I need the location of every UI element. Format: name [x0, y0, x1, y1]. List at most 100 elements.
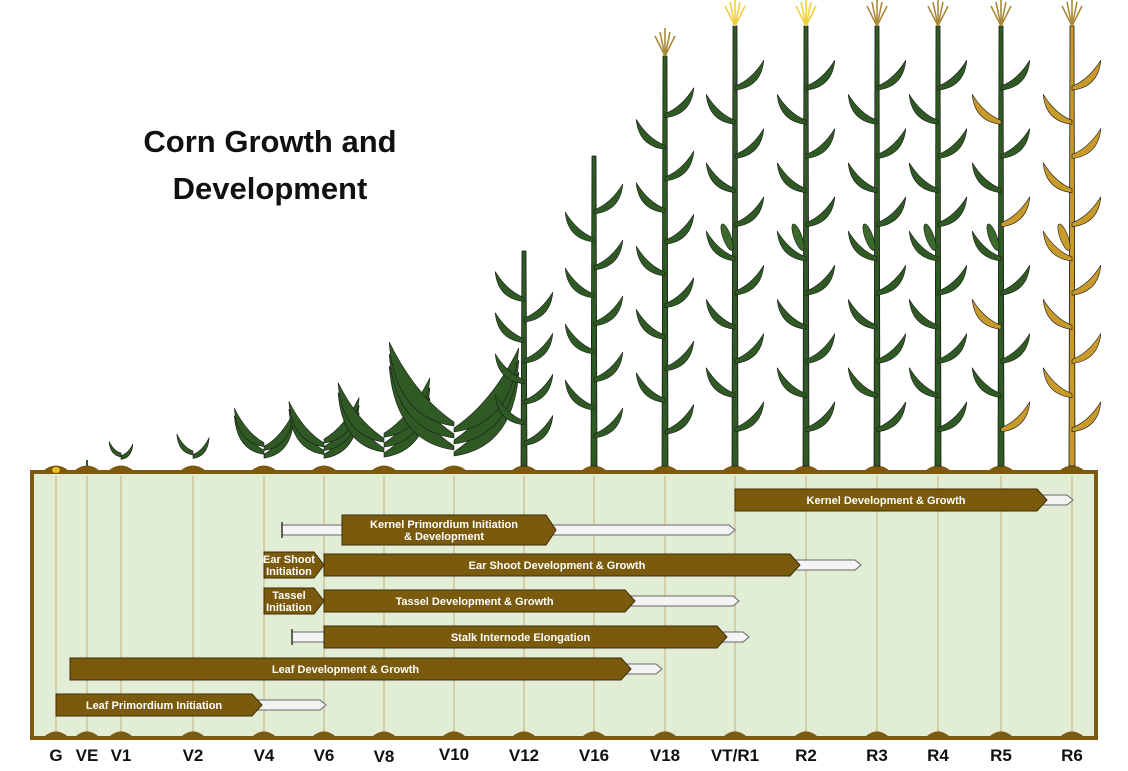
stage-label-r3: R3 [866, 746, 888, 765]
stage-label-v16: V16 [579, 746, 609, 765]
ear-icon [791, 223, 805, 251]
process-bar [263, 551, 325, 579]
tassel-icon [927, 5, 939, 27]
stalk-icon [590, 155, 598, 467]
process-bar [263, 587, 325, 615]
leaf-icon [847, 367, 878, 399]
leaf-icon [337, 382, 385, 443]
tassel-icon [1061, 5, 1073, 27]
leaf-icon [1042, 230, 1073, 262]
leaf-icon [734, 333, 765, 364]
leaf-icon [635, 309, 666, 340]
process-bar [323, 625, 728, 649]
plant-r4 [908, 0, 968, 467]
leaf-icon [908, 94, 939, 125]
leaf-icon [937, 265, 968, 296]
stage-label-v8: V8 [374, 747, 395, 766]
leaf-icon [494, 353, 525, 385]
stage-label-v2: V2 [183, 746, 204, 765]
leaf-icon [192, 437, 210, 459]
leaf-icon [1071, 333, 1102, 364]
leaf-icon [908, 162, 939, 194]
leaf-icon [120, 443, 134, 460]
leaf-icon [876, 60, 907, 91]
tassel-icon [664, 31, 671, 57]
leaf-icon [705, 94, 736, 125]
tail-arrow [795, 559, 862, 571]
leaf-icon [494, 271, 525, 302]
tail-arrow [551, 524, 736, 536]
stage-label-ve: VE [76, 746, 99, 765]
leaf-icon [523, 291, 554, 323]
tassel-icon [729, 1, 736, 27]
leaf-icon [593, 295, 624, 327]
ear-icon [986, 223, 1000, 251]
leaf-icon [776, 299, 807, 330]
leaf-icon [453, 347, 520, 433]
process-bar [323, 589, 636, 613]
leaf-icon [108, 441, 122, 458]
tassel-icon [866, 5, 878, 27]
tassel-icon [871, 1, 878, 27]
stage-label-v6: V6 [314, 746, 335, 765]
leaf-icon [776, 162, 807, 194]
leaf-icon [971, 162, 1002, 194]
process-bar [69, 657, 632, 681]
leaf-icon [937, 401, 968, 433]
leaf-icon [523, 415, 554, 446]
process-label: Leaf Development & Growth [272, 664, 420, 676]
leaf-icon [664, 404, 695, 435]
leaf-icon [564, 323, 595, 355]
leaf-icon [388, 341, 455, 427]
leaf-icon [234, 407, 265, 447]
leaf-icon [494, 394, 525, 426]
soil-bottom [32, 731, 1096, 740]
leaf-icon [805, 401, 836, 433]
stage-label-vt-r1: VT/R1 [711, 746, 759, 765]
leaf-icon [494, 312, 525, 344]
leaf-icon [234, 415, 265, 455]
leaf-icon [776, 230, 807, 262]
tail-arrow [630, 595, 740, 607]
stage-label-v18: V18 [650, 746, 680, 765]
leaf-icon [847, 299, 878, 330]
leaf-icon [593, 183, 624, 215]
stage-label-r4: R4 [927, 746, 949, 765]
process-label: Leaf Primordium Initiation [86, 700, 223, 712]
stage-label-r2: R2 [795, 746, 817, 765]
stalk-icon [997, 25, 1005, 467]
leaf-icon [1000, 196, 1031, 228]
leaf-icon [523, 374, 554, 405]
leaf-icon [971, 230, 1002, 262]
leaf-icon [1000, 333, 1031, 364]
process-kernel-primordium: Kernel Primordium Initiation& Developmen… [281, 514, 736, 546]
tassel-icon [664, 35, 676, 57]
plant-v4 [234, 407, 294, 459]
leaf-icon [1000, 60, 1031, 91]
leaf-icon [564, 267, 595, 299]
process-tassel-dev: Tassel Development & Growth [323, 589, 740, 613]
plant-r5 [971, 0, 1031, 467]
process-stalk-elongation: Stalk Internode Elongation [291, 625, 750, 649]
leaf-icon [1042, 162, 1073, 194]
tassel-icon [876, 1, 883, 27]
stage-label-v1: V1 [111, 746, 132, 765]
leaf-icon [635, 119, 666, 150]
tassel-icon [805, 1, 812, 27]
leaf-icon [776, 94, 807, 125]
leaf-icon [847, 230, 878, 262]
leaf-icon [263, 411, 294, 451]
plant-vt-r1 [705, 0, 765, 467]
leaf-icon [1071, 196, 1102, 228]
leaf-icon [635, 372, 666, 404]
leaf-icon [1071, 128, 1102, 159]
process-kernel-dev: Kernel Development & Growth [734, 488, 1074, 512]
tassel-icon [995, 1, 1002, 27]
stalk-icon [520, 250, 528, 467]
leaf-icon [805, 333, 836, 364]
process-label: Ear Shoot Development & Growth [469, 560, 646, 572]
stage-label-r6: R6 [1061, 746, 1083, 765]
leaf-icon [734, 128, 765, 159]
leaf-icon [1042, 367, 1073, 399]
